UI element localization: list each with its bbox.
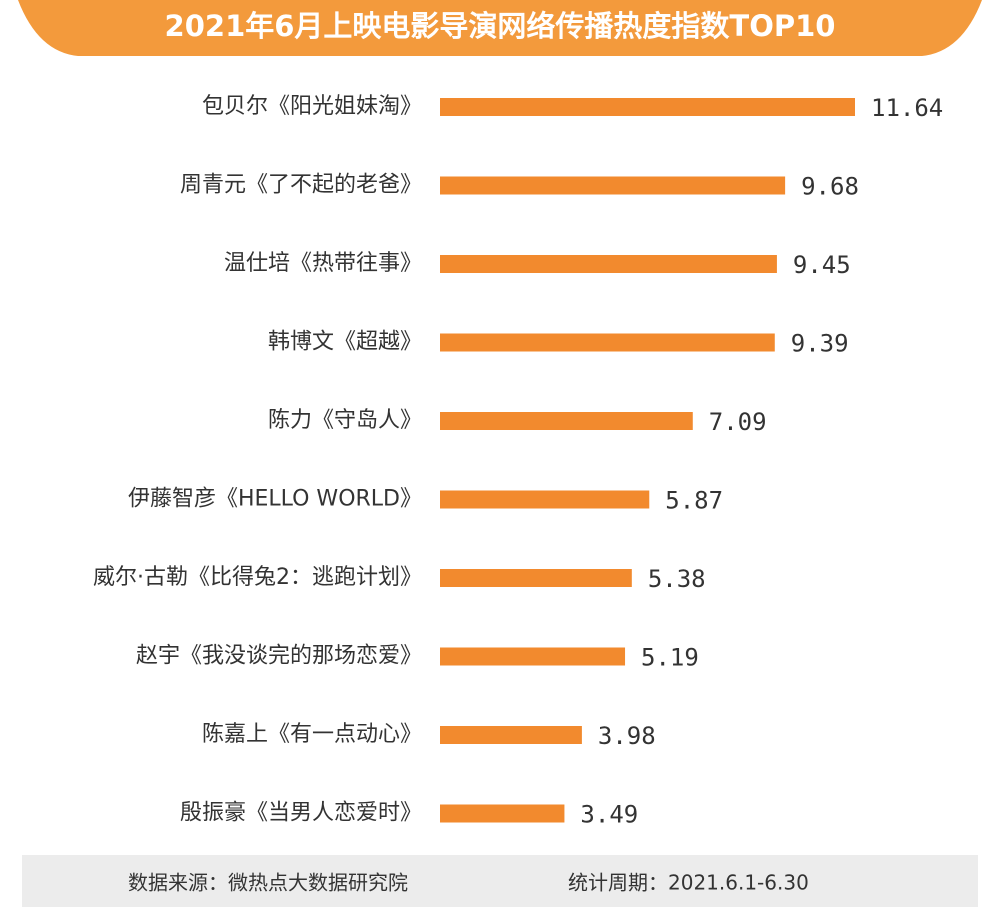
period: 统计周期：2021.6.1-6.30 <box>568 871 809 895</box>
value-label: 9.68 <box>801 173 859 201</box>
category-label: 包贝尔《阳光姐妹淘》 <box>202 94 422 119</box>
bar <box>440 647 626 666</box>
category-label: 陈嘉上《有一点动心》 <box>202 722 422 747</box>
bar <box>440 98 855 116</box>
value-label: 9.39 <box>791 330 849 358</box>
value-label: 9.45 <box>793 251 851 279</box>
value-label: 3.49 <box>580 801 638 829</box>
bar <box>440 176 786 195</box>
category-label: 周青元《了不起的老爸》 <box>180 173 422 198</box>
value-label: 11.64 <box>871 94 943 122</box>
bar <box>440 412 693 430</box>
bar <box>440 333 775 352</box>
source: 数据来源：微热点大数据研究院 <box>128 871 408 895</box>
category-label: 威尔·古勒《比得兔2：逃跑计划》 <box>93 565 422 590</box>
title-banner <box>18 0 982 56</box>
category-label: 赵宇《我没谈完的那场恋爱》 <box>136 644 422 669</box>
category-label: 陈力《守岛人》 <box>268 408 422 433</box>
value-label: 5.87 <box>665 487 723 515</box>
bar <box>440 255 777 273</box>
bar <box>440 804 565 823</box>
category-label: 伊藤智彦《HELLO WORLD》 <box>128 487 422 512</box>
footer-band <box>22 855 978 907</box>
chart-title: 2021年6月上映电影导演网络传播热度指数TOP10 <box>165 9 836 43</box>
category-label: 温仕培《热带往事》 <box>224 251 422 276</box>
value-label: 5.19 <box>641 644 699 672</box>
bar <box>440 569 632 587</box>
value-label: 5.38 <box>648 565 706 593</box>
bar <box>440 726 582 744</box>
bar <box>440 490 650 509</box>
category-label: 殷振豪《当男人恋爱时》 <box>180 801 422 826</box>
value-label: 3.98 <box>598 722 656 750</box>
value-label: 7.09 <box>709 408 767 436</box>
category-label: 韩博文《超越》 <box>268 330 422 355</box>
